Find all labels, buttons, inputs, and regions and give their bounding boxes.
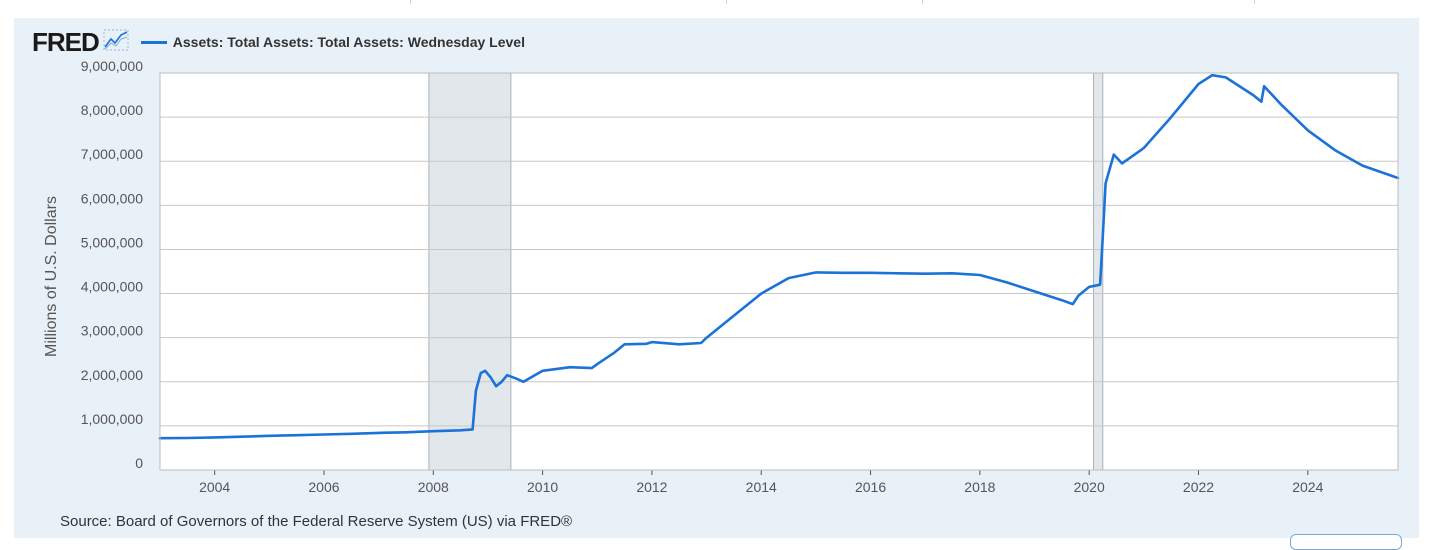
x-tick-label: 2016 (855, 479, 886, 495)
x-tick-label: 2022 (1183, 479, 1214, 495)
top-strip (0, 0, 1431, 18)
y-tick-label: 4,000,000 (81, 279, 143, 295)
x-tick-label: 2010 (527, 479, 558, 495)
y-tick-label: 0 (135, 455, 143, 471)
fred-logo[interactable]: FRED (32, 27, 100, 57)
legend-swatch (140, 40, 167, 44)
source-note: Source: Board of Governors of the Federa… (60, 513, 573, 530)
line-chart: 0 1,000,000 2,000,000 3,000,000 4,000,000 5,0… (43, 58, 1400, 495)
top-divider (410, 0, 411, 4)
x-tick-label: 2012 (636, 479, 667, 495)
x-tick-label: 2024 (1292, 479, 1323, 495)
top-divider (1254, 0, 1255, 4)
x-tick-label: 2008 (418, 479, 449, 495)
x-tick-label: 2020 (1074, 479, 1105, 495)
top-divider (922, 0, 923, 4)
plot-area (160, 73, 1398, 470)
y-tick-label: 7,000,000 (81, 146, 143, 162)
x-tick-label: 2004 (199, 479, 230, 495)
series-line-1 (158, 73, 1400, 440)
y-axis-label: Millions of U.S. Dollars (43, 196, 60, 357)
y-tick-label: 6,000,000 (81, 190, 143, 206)
recession-band-1 (428, 72, 512, 471)
plot-frame (159, 72, 1399, 471)
top-divider (726, 0, 727, 4)
y-tick-label: 5,000,000 (81, 234, 143, 250)
chart-header: FRED Assets: Total Assets: Total Assets:… (32, 29, 525, 55)
y-tick-label: 2,000,000 (81, 367, 143, 383)
toolbar-button[interactable] (1290, 534, 1402, 550)
x-tick-label: 2006 (308, 479, 339, 495)
x-tick-label: 2018 (964, 479, 995, 495)
legend-series-label: Assets: Total Assets: Total Assets: Wedn… (172, 34, 525, 50)
y-tick-label: 9,000,000 (81, 58, 143, 74)
y-tick-label: 1,000,000 (81, 411, 143, 427)
chart-line-icon (103, 29, 129, 56)
y-tick-label: 3,000,000 (81, 323, 143, 339)
x-tick-label: 2014 (746, 479, 777, 495)
y-tick-label: 8,000,000 (81, 102, 143, 118)
